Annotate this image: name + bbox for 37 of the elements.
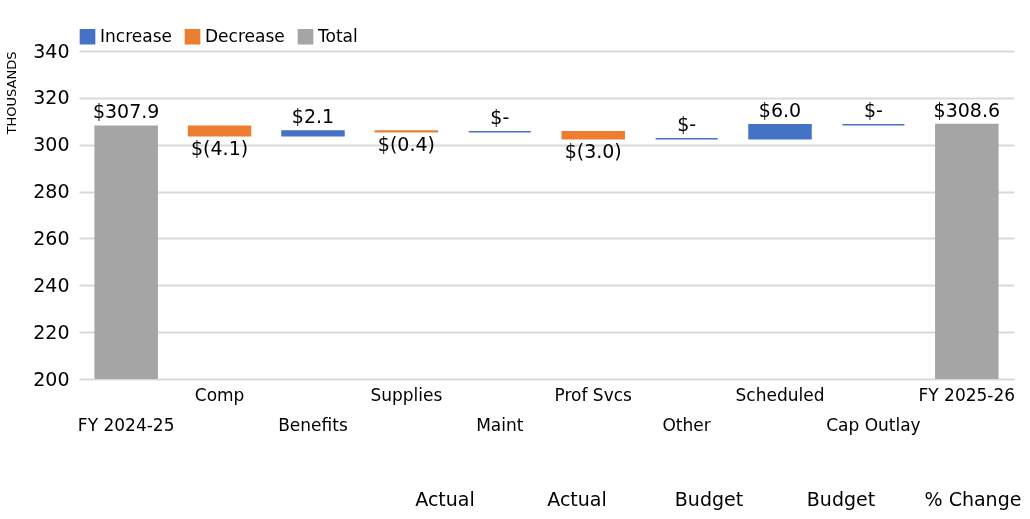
x-tick-label: Scheduled xyxy=(735,384,825,405)
data-label: $6.0 xyxy=(758,98,802,121)
y-axis-title: THOUSANDS xyxy=(4,51,20,136)
x-tick-label: Prof Svcs xyxy=(554,384,633,405)
data-label: $307.9 xyxy=(92,100,160,123)
x-tick-label: Supplies xyxy=(370,384,443,405)
x-tick-label: FY 2025-26 xyxy=(918,384,1016,405)
data-label: $(0.4) xyxy=(377,132,435,155)
y-tick-label: 240 xyxy=(33,273,70,296)
y-tick-label: 340 xyxy=(33,39,70,62)
text: Budget xyxy=(674,488,744,510)
data-label: $- xyxy=(863,98,883,121)
x-tick-label: Maint xyxy=(476,414,524,435)
data-label: $(4.1) xyxy=(191,136,249,159)
y-tick-label: 200 xyxy=(33,367,70,390)
text: Actual xyxy=(547,488,607,510)
x-tick-label: FY 2024-25 xyxy=(77,414,175,435)
x-tick-label: Comp xyxy=(194,384,245,405)
x-tick-label: Other xyxy=(662,414,711,435)
legend-label: Decrease xyxy=(205,25,285,46)
legend-label: Total xyxy=(317,25,358,46)
text: % Change xyxy=(924,488,1022,510)
y-tick-label: 320 xyxy=(33,86,70,109)
text: Budget xyxy=(806,488,876,510)
data-label: $2.1 xyxy=(291,104,335,127)
data-label: $(3.0) xyxy=(564,139,622,162)
legend-label: Increase xyxy=(100,25,172,46)
data-label: $- xyxy=(677,112,697,135)
data-label: $- xyxy=(490,105,510,128)
text: Actual xyxy=(415,488,475,510)
x-tick-label: Benefits xyxy=(278,414,348,435)
data-label: $308.6 xyxy=(933,98,1001,121)
x-tick-label: Cap Outlay xyxy=(826,414,921,435)
y-tick-label: 280 xyxy=(33,180,70,203)
y-tick-label: 220 xyxy=(33,320,70,343)
y-tick-label: 260 xyxy=(33,226,70,249)
y-tick-label: 300 xyxy=(33,133,70,156)
